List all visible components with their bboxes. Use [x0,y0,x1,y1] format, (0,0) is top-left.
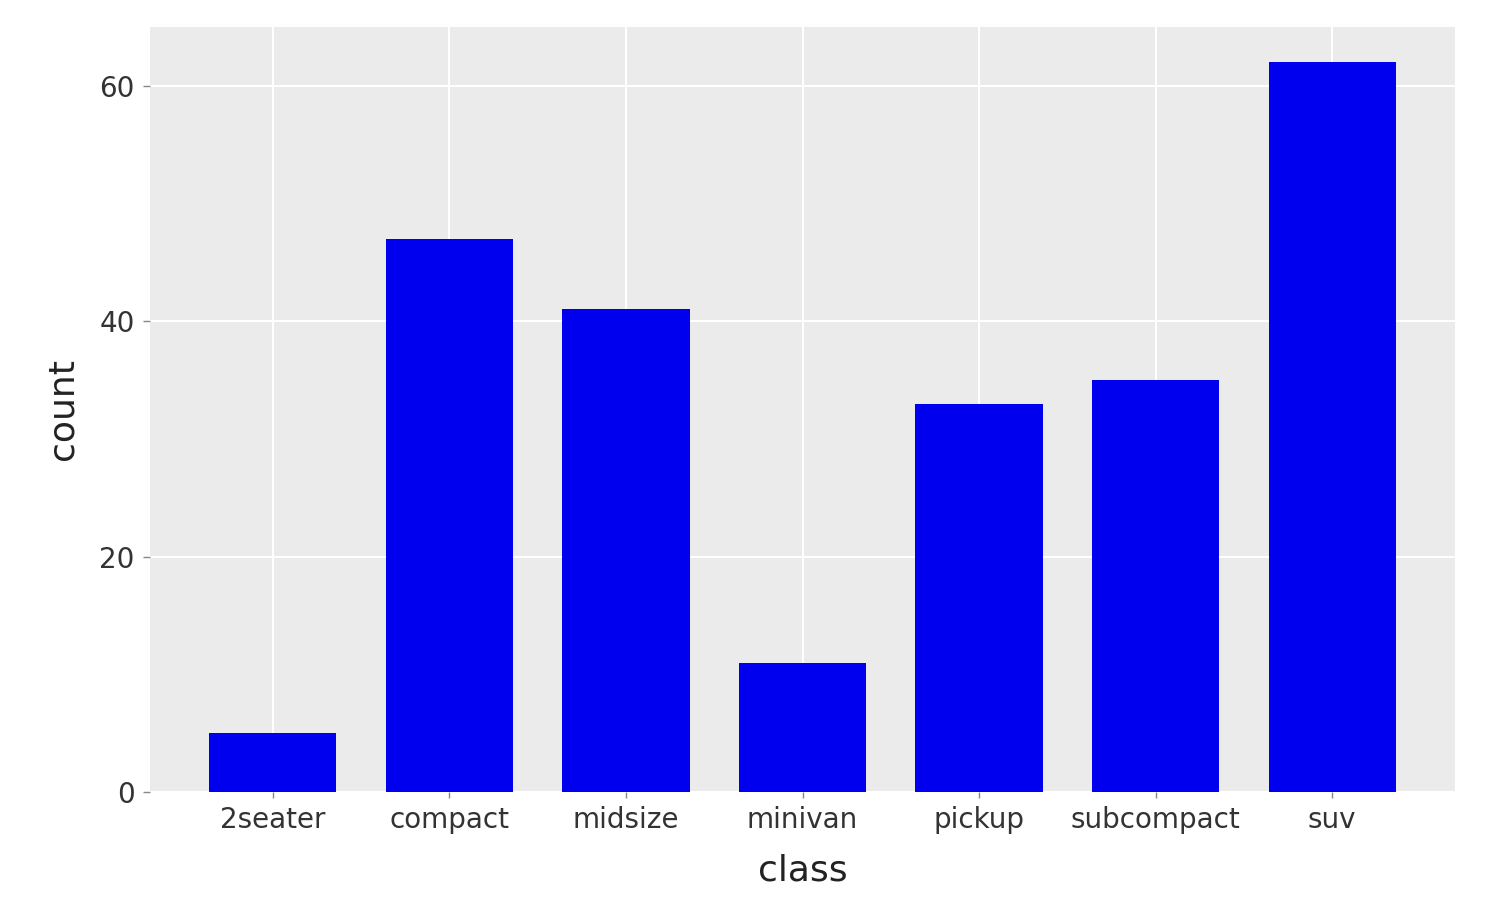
Bar [740,662,866,792]
Bar [562,310,690,792]
Bar [915,403,1042,792]
Y-axis label: count: count [46,358,80,461]
Bar [386,238,513,792]
X-axis label: class: class [758,853,847,887]
Bar [210,734,336,792]
Bar [1269,62,1395,792]
Bar [1092,380,1220,792]
